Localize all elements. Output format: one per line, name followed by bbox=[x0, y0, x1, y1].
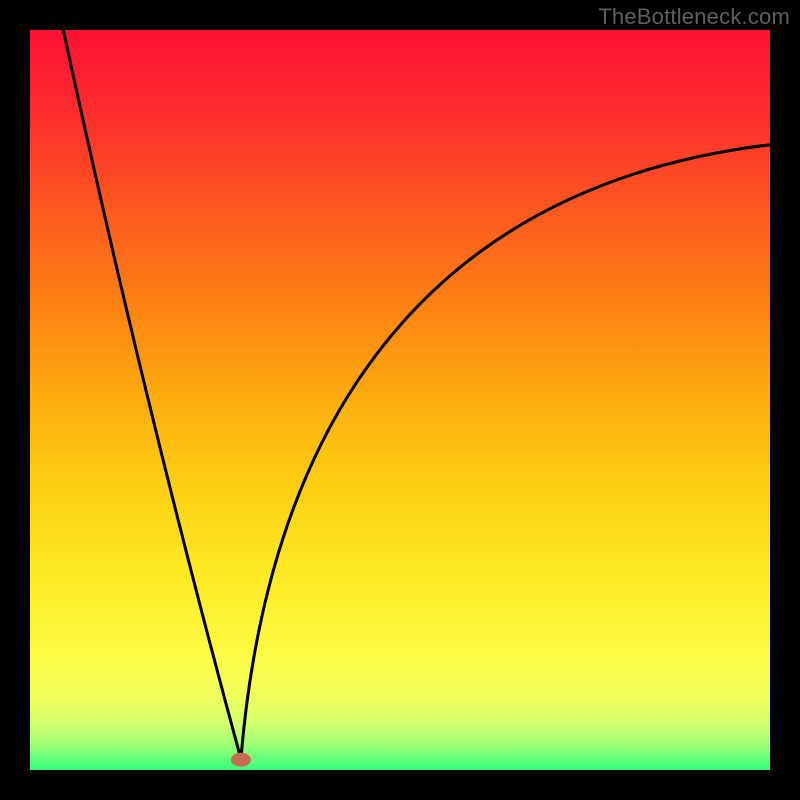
frame-right bbox=[770, 0, 800, 800]
frame-left bbox=[0, 0, 30, 800]
gradient-background bbox=[30, 30, 770, 770]
chart-container: TheBottleneck.com bbox=[0, 0, 800, 800]
plot-svg bbox=[30, 30, 770, 770]
plot-area bbox=[30, 30, 770, 770]
watermark-text: TheBottleneck.com bbox=[598, 4, 790, 30]
minimum-marker bbox=[231, 753, 251, 767]
frame-bottom bbox=[0, 770, 800, 800]
